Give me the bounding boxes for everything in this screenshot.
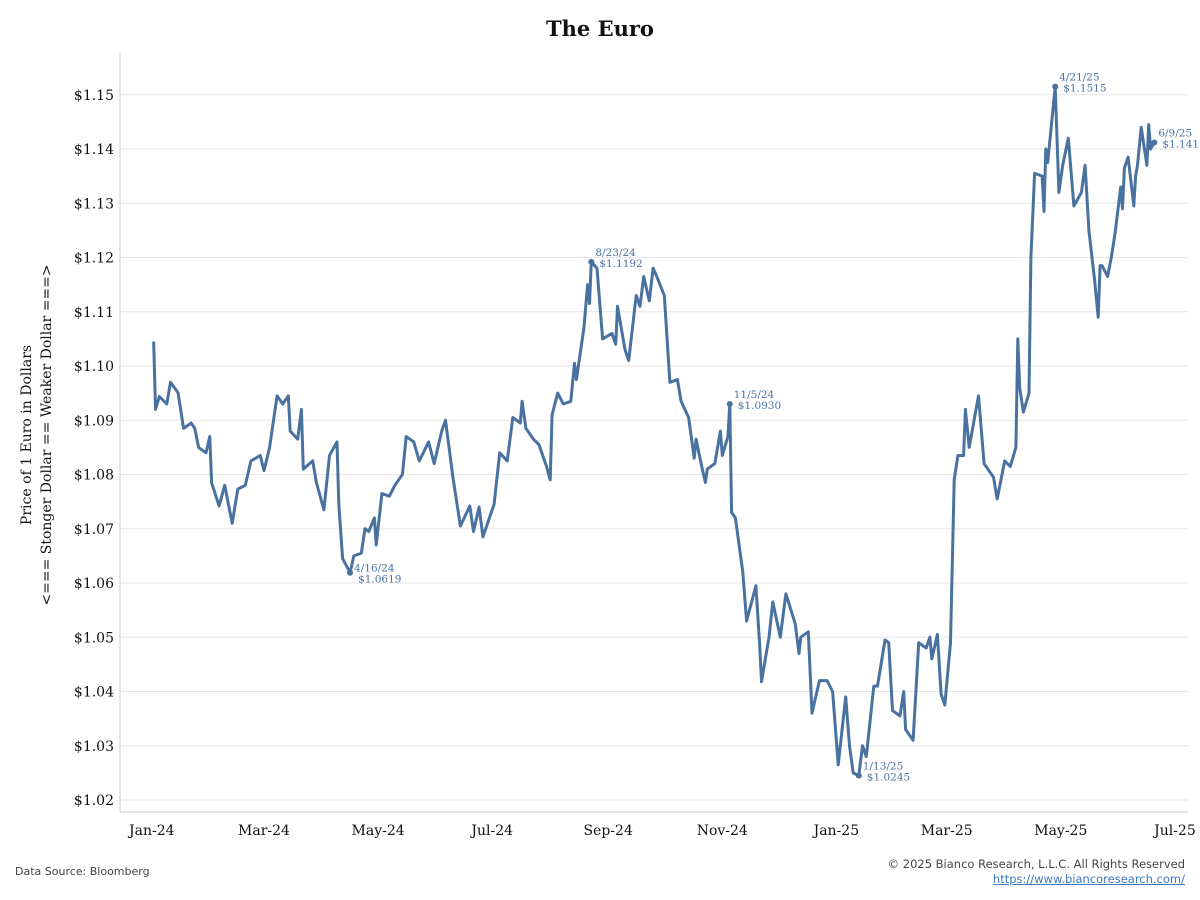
chart-title: The Euro — [546, 16, 654, 41]
x-tick-label: Mar-25 — [921, 823, 973, 839]
y-tick-label: $1.08 — [74, 468, 114, 484]
euro-price-line — [152, 85, 1156, 778]
y-tick-label: $1.02 — [74, 793, 114, 809]
y-axis-ticks: $1.02 $1.03 $1.04 $1.05 $1.06 $1.07 $1.08 $1.09… — [74, 88, 114, 809]
annotation-value: $1.1192 — [599, 258, 642, 270]
y-tick-label: $1.12 — [74, 251, 114, 267]
y-tick-label: $1.11 — [74, 305, 114, 321]
x-tick-label: May-25 — [1034, 823, 1087, 839]
x-tick-label: Jul-24 — [469, 823, 513, 839]
x-tick-label: Mar-24 — [238, 823, 290, 839]
annotation-date: 4/16/24 — [354, 563, 395, 575]
axes — [119, 52, 1188, 813]
x-tick-label: Jul-25 — [1152, 823, 1196, 839]
annotation-date: 11/5/24 — [734, 389, 775, 401]
annotation-marker — [347, 569, 354, 576]
y-tick-label: $1.15 — [74, 88, 114, 104]
annotation-marker — [1151, 139, 1158, 146]
website-link[interactable]: https://www.biancoresearch.com/ — [992, 872, 1185, 886]
copyright-text: © 2025 Bianco Research, L.L.C. All Right… — [887, 857, 1185, 871]
x-axis-ticks: Jan-24 Mar-24 May-24 Jul-24 Sep-24 Nov-24 Jan-… — [127, 823, 1196, 839]
y-tick-label: $1.13 — [74, 196, 114, 212]
y-tick-label: $1.07 — [74, 522, 114, 538]
x-tick-label: May-24 — [352, 823, 405, 839]
y-tick-label: $1.06 — [74, 576, 114, 592]
annotation-date: 8/23/24 — [595, 247, 636, 259]
annotation-value: $1.1412 — [1162, 138, 1200, 150]
series-group — [152, 85, 1156, 778]
y-tick-label: $1.14 — [74, 142, 114, 158]
annotation-value: $1.0245 — [867, 772, 910, 784]
annotation-marker — [726, 400, 733, 407]
annotation-marker — [588, 258, 595, 265]
y-tick-label: $1.09 — [74, 413, 114, 429]
y-tick-label: $1.05 — [74, 630, 114, 646]
y-tick-label: $1.03 — [74, 739, 114, 755]
data-source: Data Source: Bloomberg — [15, 865, 150, 878]
annotations: 4/16/24$1.0619 8/23/24$1.1192 11/5/24$1.09… — [347, 72, 1200, 784]
annotation-date: 6/9/25 — [1158, 127, 1192, 139]
grid-lines — [120, 94, 1188, 801]
annotation-value: $1.0619 — [358, 574, 401, 586]
annotation-value: $1.0930 — [738, 400, 781, 412]
annotation-date: 1/13/25 — [863, 761, 903, 773]
x-tick-label: Jan-25 — [812, 823, 860, 839]
annotation-value: $1.1515 — [1063, 83, 1106, 95]
x-tick-label: Sep-24 — [583, 823, 632, 839]
x-tick-label: Jan-24 — [127, 823, 175, 839]
copyright-block: © 2025 Bianco Research, L.L.C. All Right… — [888, 857, 1185, 887]
y-tick-label: $1.10 — [74, 359, 114, 375]
annotation-marker — [1052, 83, 1059, 90]
x-tick-label: Nov-24 — [697, 823, 748, 839]
annotation-date: 4/21/25 — [1059, 72, 1099, 84]
annotation-marker — [855, 772, 862, 779]
y-tick-label: $1.04 — [74, 685, 114, 701]
